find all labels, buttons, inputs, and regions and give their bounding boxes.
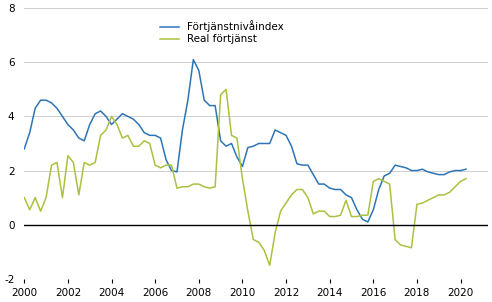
Förtjänstnivåindex	[234, 155, 240, 159]
Real förtjänst	[463, 177, 469, 181]
Line: Real förtjänst: Real förtjänst	[24, 89, 466, 265]
Real förtjänst	[387, 182, 393, 186]
Förtjänstnivåindex	[125, 115, 131, 118]
Förtjänstnivåindex	[365, 220, 371, 224]
Förtjänstnivåindex	[141, 131, 147, 134]
Förtjänstnivåindex	[190, 58, 196, 61]
Real förtjänst	[234, 136, 240, 140]
Real förtjänst	[267, 263, 273, 267]
Real förtjänst	[147, 142, 153, 145]
Line: Förtjänstnivåindex: Förtjänstnivåindex	[24, 59, 466, 222]
Förtjänstnivåindex	[387, 172, 393, 175]
Förtjänstnivåindex	[147, 133, 153, 137]
Real förtjänst	[21, 196, 27, 199]
Förtjänstnivåindex	[21, 147, 27, 151]
Real förtjänst	[223, 88, 229, 91]
Real förtjänst	[376, 177, 382, 181]
Förtjänstnivåindex	[463, 167, 469, 171]
Real förtjänst	[125, 133, 131, 137]
Legend: Förtjänstnivåindex, Real förtjänst: Förtjänstnivåindex, Real förtjänst	[156, 16, 288, 48]
Förtjänstnivåindex	[376, 188, 382, 191]
Real förtjänst	[141, 139, 147, 143]
